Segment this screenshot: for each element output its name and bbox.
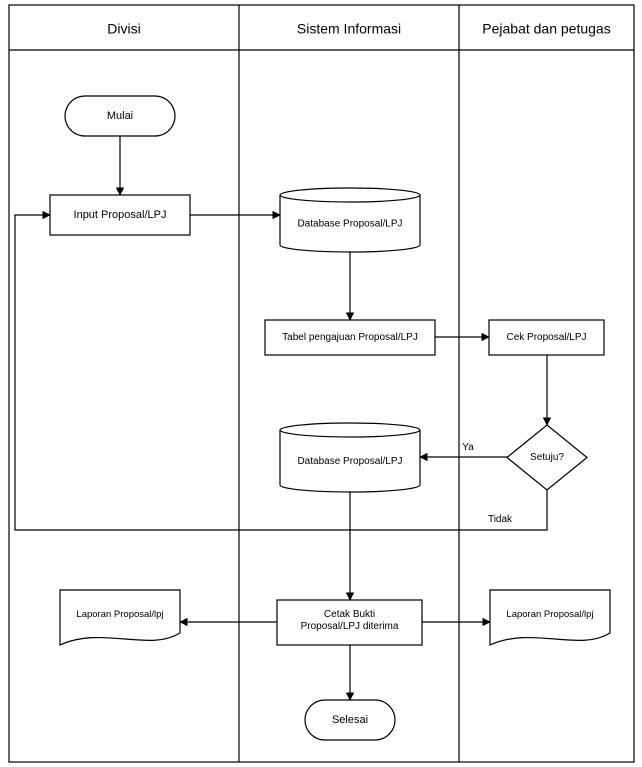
db2-label: Database Proposal/LPJ bbox=[297, 456, 402, 467]
lane-header: Divisi bbox=[107, 21, 140, 37]
laporan-l-label: Laporan Proposal/lpj bbox=[76, 609, 163, 620]
edge-label-setuju-input: Tidak bbox=[488, 514, 513, 525]
mulai-label: Mulai bbox=[107, 110, 133, 122]
lane-header: Sistem Informasi bbox=[297, 21, 401, 37]
laporan-r-label: Laporan Proposal/lpj bbox=[506, 609, 593, 620]
edge-label-setuju-db2: Ya bbox=[462, 442, 474, 453]
input-label: Input Proposal/LPJ bbox=[74, 209, 167, 221]
tabel-label: Tabel pengajuan Proposal/LPJ bbox=[282, 332, 418, 343]
lane-header: Pejabat dan petugas bbox=[482, 21, 610, 37]
db1-label: Database Proposal/LPJ bbox=[297, 219, 402, 230]
selesai-label: Selesai bbox=[332, 714, 368, 726]
setuju-label: Setuju? bbox=[530, 452, 564, 463]
cek-label: Cek Proposal/LPJ bbox=[506, 332, 586, 343]
